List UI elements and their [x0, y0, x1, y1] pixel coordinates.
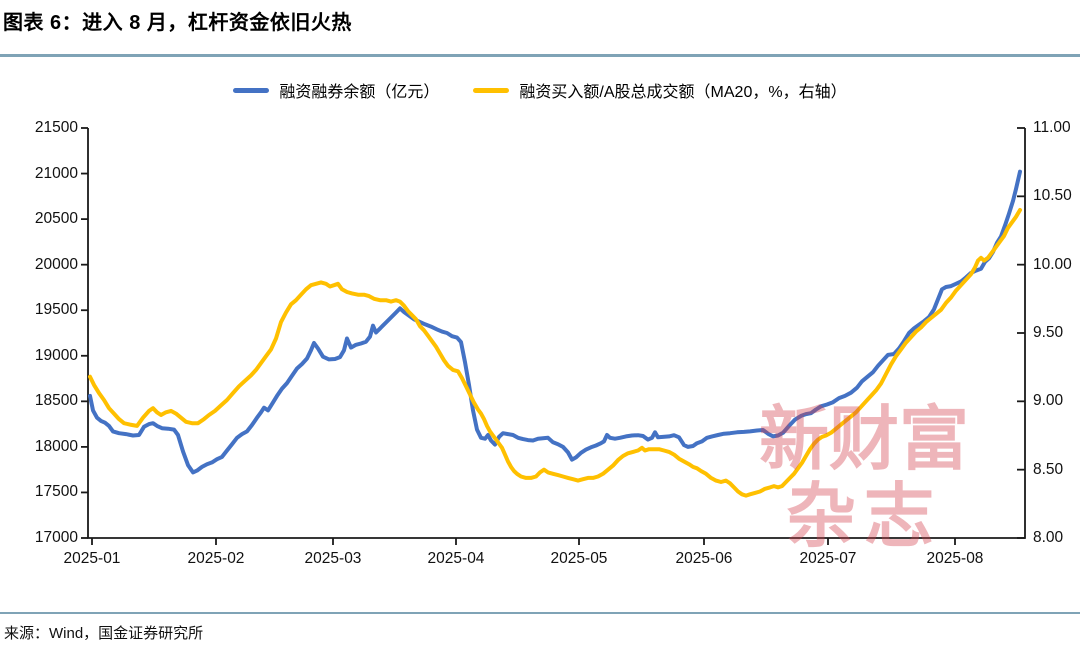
x-axis-tick-label: 2025-03: [304, 550, 362, 567]
left-axis-tick-label: 17000: [34, 529, 78, 546]
left-axis-tick-label: 18000: [34, 437, 78, 455]
left-axis-tick-label: 19000: [34, 346, 78, 364]
chart-legend: 融资融券余额（亿元） 融资买入额/A股总成交额（MA20，%，右轴）: [0, 78, 1080, 102]
top-divider: [0, 54, 1080, 57]
left-axis-tick-label: 21000: [34, 164, 78, 182]
bottom-divider: [0, 612, 1080, 614]
x-axis-tick-label: 2025-05: [550, 550, 608, 567]
right-axis-tick-label: 11.00: [1033, 119, 1071, 136]
x-axis-tick-label: 2025-08: [926, 550, 984, 567]
left-axis-tick-label: 18500: [34, 392, 78, 410]
figure-title: 图表 6：进入 8 月，杠杆资金依旧火热: [3, 12, 352, 34]
x-axis-tick-label: 2025-01: [63, 550, 121, 567]
left-axis-tick-label: 17500: [34, 483, 78, 501]
ratio-series-line: [88, 208, 1022, 498]
x-axis-tick-label: 2025-02: [187, 550, 245, 567]
legend-label-balance: 融资融券余额（亿元）: [279, 84, 440, 101]
source-note: 来源：Wind，国金证券研究所: [4, 625, 204, 642]
x-axis-tick-label: 2025-07: [799, 550, 857, 567]
left-axis-tick-label: 20000: [34, 255, 78, 273]
right-axis-tick-label: 9.50: [1033, 324, 1064, 341]
right-axis-tick-label: 8.50: [1033, 460, 1064, 478]
x-axis-tick-label: 2025-06: [675, 550, 733, 567]
legend-item-balance: 融资融券余额（亿元）: [233, 78, 439, 102]
left-axis-tick-label: 19500: [34, 301, 78, 319]
right-axis-tick-label: 8.00: [1033, 529, 1064, 546]
right-axis-tick-label: 10.00: [1033, 255, 1072, 273]
legend-swatch-ratio: [473, 87, 510, 93]
legend-label-ratio: 融资买入额/A股总成交额（MA20，%，右轴）: [519, 84, 847, 101]
left-axis-tick-label: 21500: [34, 119, 78, 136]
left-axis-tick-label: 20500: [34, 210, 78, 228]
right-axis-tick-label: 10.50: [1033, 187, 1072, 205]
right-axis-tick-label: 9.00: [1033, 392, 1064, 410]
legend-swatch-balance: [233, 87, 270, 93]
balance-series-line: [88, 169, 1022, 475]
x-axis-tick-label: 2025-04: [427, 550, 485, 567]
legend-item-ratio: 融资买入额/A股总成交额（MA20，%，右轴）: [473, 78, 847, 102]
